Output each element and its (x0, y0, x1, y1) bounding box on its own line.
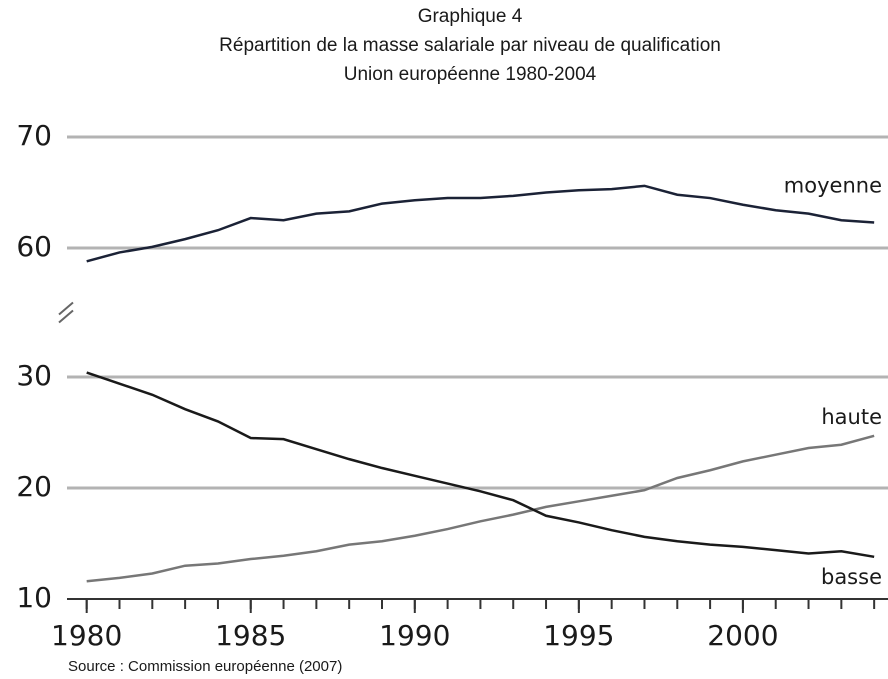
y-tick-label: 10 (16, 581, 52, 614)
source-note: Source : Commission européenne (2007) (68, 658, 342, 675)
axis-break (58, 309, 74, 324)
x-tick-label: 2000 (707, 619, 778, 652)
x-tick-label: 1985 (215, 619, 286, 652)
series-label: moyenne (784, 173, 882, 197)
x-tick-label: 1990 (379, 619, 450, 652)
y-tick-label: 20 (16, 470, 52, 503)
series-line (86, 434, 875, 583)
y-tick-label: 60 (16, 230, 52, 263)
y-tick-label: 30 (16, 359, 52, 392)
chart-subtitle: Répartition de la masse salariale par ni… (219, 35, 721, 56)
x-tick-label: 1980 (51, 619, 122, 652)
y-tick-label: 70 (16, 119, 52, 152)
series-label: basse (821, 565, 882, 589)
series-line (86, 184, 875, 263)
series-label: haute (821, 405, 882, 429)
x-tick-label: 1995 (543, 619, 614, 652)
series-line (86, 371, 875, 559)
chart-subtitle: Union européenne 1980-2004 (344, 64, 597, 85)
axis-break (58, 301, 74, 316)
chart-title: Graphique 4 (418, 6, 523, 27)
